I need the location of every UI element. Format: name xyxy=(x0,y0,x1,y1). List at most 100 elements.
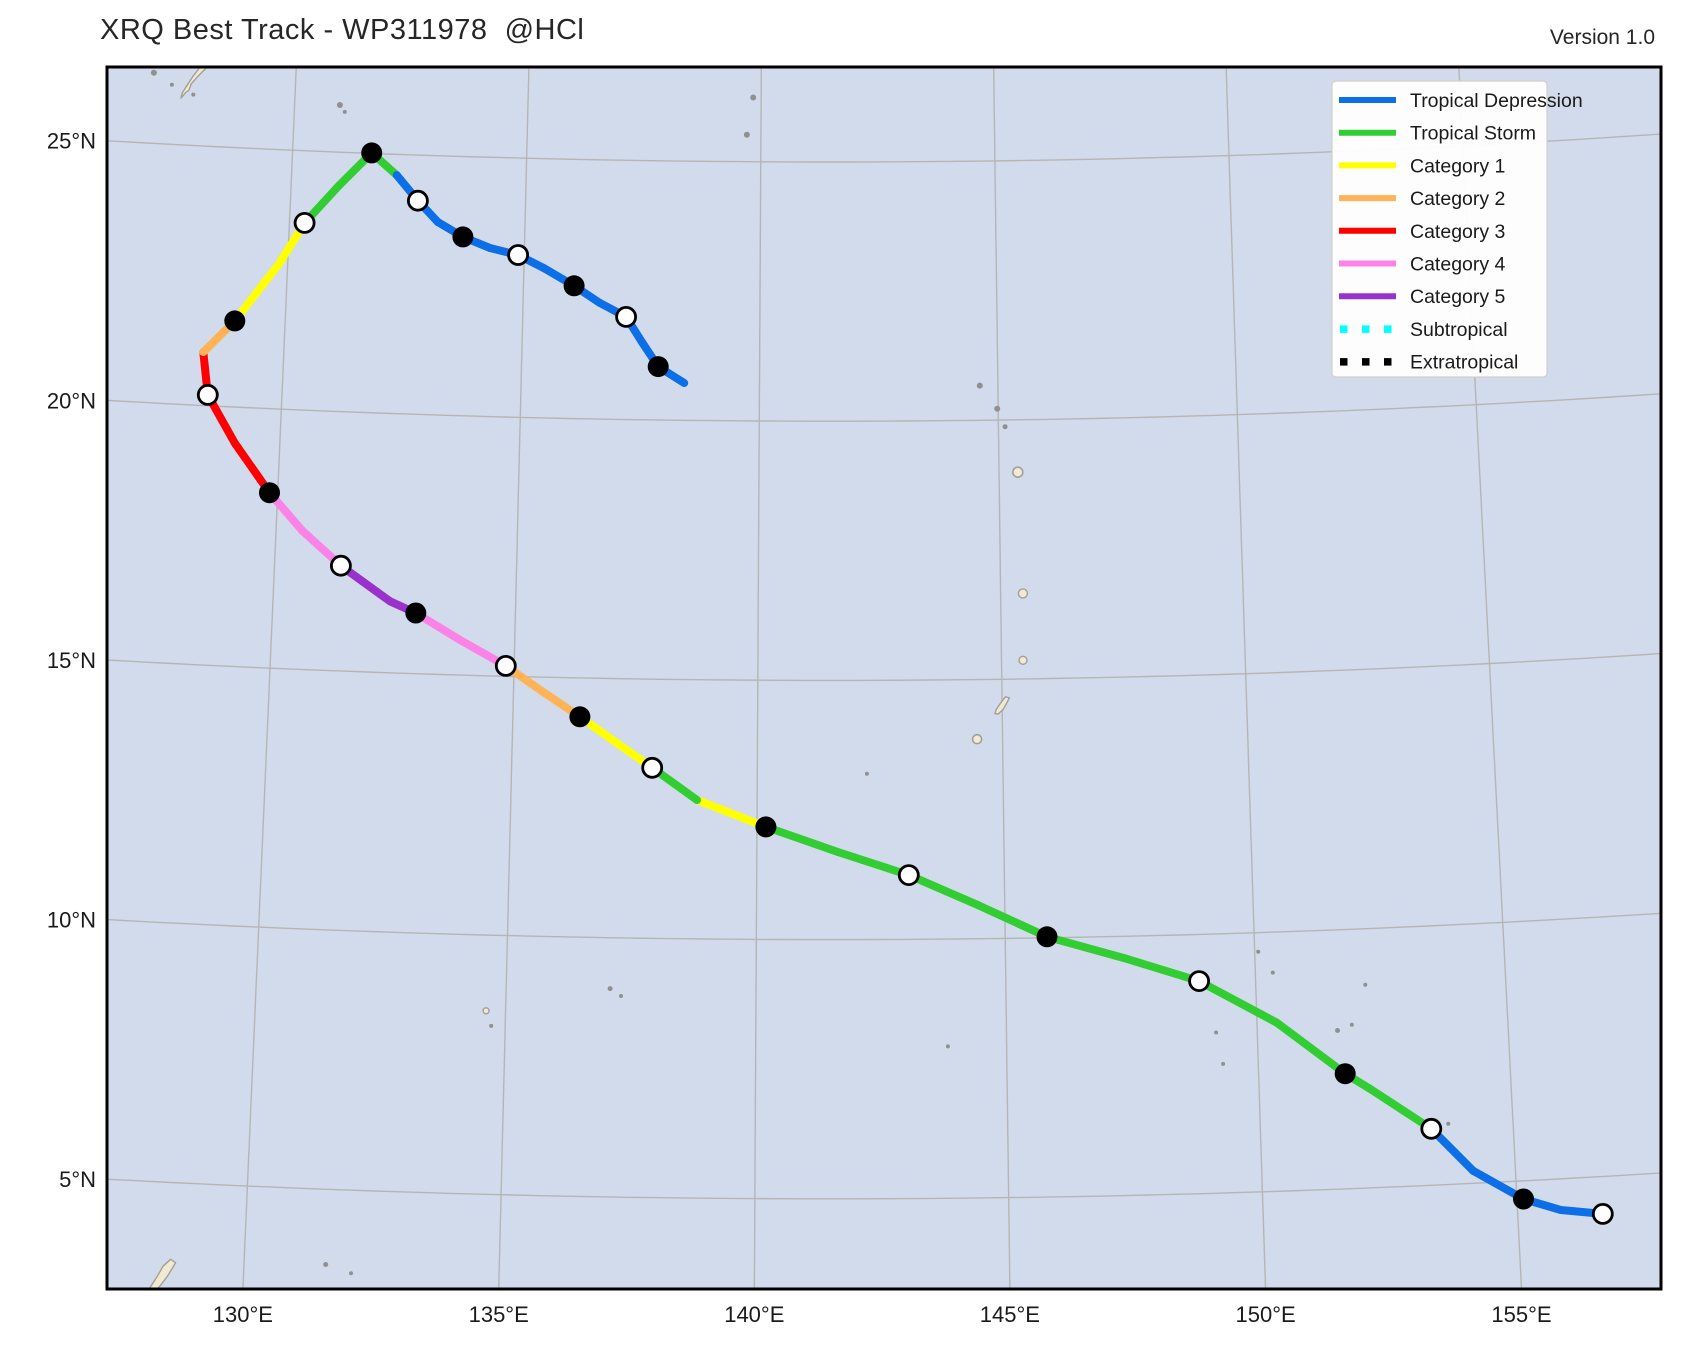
islet-dot xyxy=(349,1271,353,1276)
legend-entry-ex: Extratropical xyxy=(1340,352,1518,374)
plot-frame xyxy=(105,65,1663,1291)
legend-label: Category 2 xyxy=(1410,188,1505,210)
island-nw-large-island xyxy=(180,67,209,99)
legend-label: Tropical Depression xyxy=(1410,90,1583,112)
track-segment-TS xyxy=(974,901,1051,941)
legend-label: Extratropical xyxy=(1410,352,1518,374)
islet-dot xyxy=(864,771,869,776)
page-title: XRQ Best Track - WP311978 @HCl xyxy=(100,14,585,46)
islet-dot xyxy=(323,1262,329,1267)
y-axis-tick-labels: 25°N 20°N 15°N 10°N 5°N xyxy=(47,129,96,1192)
islet-dot xyxy=(336,102,343,108)
islet-dot xyxy=(1214,1030,1219,1035)
track-segment-C1 xyxy=(230,258,284,325)
islet-dot xyxy=(1256,949,1261,954)
islet-land xyxy=(1018,655,1028,665)
legend-dotted-sample xyxy=(1384,325,1392,333)
legend-label: Subtropical xyxy=(1410,319,1508,341)
islet-dot xyxy=(150,69,157,76)
islet-ring xyxy=(1011,466,1024,479)
island-sw-corner-island xyxy=(148,1258,177,1289)
track-point-marker-filled xyxy=(755,816,777,838)
islet-dot xyxy=(1270,970,1275,975)
islet-ring xyxy=(971,733,983,745)
track-segment-TS xyxy=(1273,1018,1350,1078)
legend-entry-ts: Tropical Storm xyxy=(1339,123,1536,145)
islet-dot xyxy=(342,109,347,114)
track-point-marker-open xyxy=(641,756,664,779)
track-point-marker-filled xyxy=(405,602,427,624)
islet-dot xyxy=(750,94,757,101)
track-point-marker-open xyxy=(1420,1117,1443,1140)
legend-label: Category 1 xyxy=(1410,155,1505,177)
legend-entry-c2: Category 2 xyxy=(1339,188,1505,210)
x-tick-label: 140°E xyxy=(724,1302,784,1327)
legend-dotted-sample xyxy=(1362,325,1370,333)
islet-land xyxy=(1017,588,1029,599)
legend-label: Category 4 xyxy=(1410,254,1506,276)
legend-label: Category 5 xyxy=(1410,286,1506,308)
islet-dot xyxy=(619,994,623,998)
track-point-marker-open xyxy=(406,189,429,212)
islet-dot xyxy=(1335,1028,1340,1033)
islet-dot xyxy=(489,1023,494,1028)
track-segment-TS xyxy=(1043,932,1129,963)
islet-dot xyxy=(1363,982,1368,987)
island-central-island xyxy=(994,696,1011,715)
legend-entry-c5: Category 5 xyxy=(1339,286,1506,308)
track-point-marker-open xyxy=(494,655,517,677)
version-label: Version 1.0 xyxy=(1549,26,1655,49)
legend-label: Tropical Storm xyxy=(1410,123,1536,145)
islet-dot xyxy=(607,986,613,992)
parallel-gridline xyxy=(107,652,1661,682)
track-point-marker-open xyxy=(1591,1203,1614,1225)
track-point-marker-filled xyxy=(452,226,474,248)
parallel-gridline xyxy=(107,1172,1661,1200)
legend-entry-c4: Category 4 xyxy=(1339,254,1506,276)
islet-dot xyxy=(994,405,1001,412)
islet-dot xyxy=(945,1044,950,1049)
track-point-marker-open xyxy=(897,864,920,886)
legend-dotted-sample xyxy=(1362,358,1370,366)
track-segment-C1 xyxy=(693,796,770,831)
track-point-marker-filled xyxy=(563,275,585,297)
track-point-marker-filled xyxy=(1036,926,1058,948)
legend-box xyxy=(1331,80,1548,378)
x-tick-label: 155°E xyxy=(1491,1302,1551,1327)
track-point-marker-open xyxy=(507,244,529,266)
legend: Tropical Depression Tropical Storm Categor… xyxy=(1331,80,1583,378)
legend-label: Category 3 xyxy=(1410,221,1505,243)
land-features xyxy=(148,67,1451,1289)
parallel-gridline xyxy=(107,393,1661,422)
x-tick-label: 145°E xyxy=(980,1302,1040,1327)
track-point-markers xyxy=(196,142,1614,1225)
x-axis-tick-labels: 130°E 135°E 140°E 145°E 150°E 155°E xyxy=(213,1302,1552,1327)
y-tick-label: 25°N xyxy=(47,129,96,154)
legend-dotted-sample xyxy=(1340,325,1348,333)
legend-dotted-sample xyxy=(1384,358,1392,366)
track-point-marker-filled xyxy=(1513,1188,1534,1210)
track-point-marker-open xyxy=(615,305,637,328)
islet-dot xyxy=(743,131,750,138)
track-point-marker-open xyxy=(1188,970,1210,992)
x-tick-label: 150°E xyxy=(1236,1302,1296,1327)
legend-entry-ss: Subtropical xyxy=(1340,319,1508,341)
track-point-marker-filled xyxy=(647,356,669,378)
x-tick-label: 135°E xyxy=(469,1302,529,1327)
track-point-marker-filled xyxy=(259,482,280,504)
track-segment-TS xyxy=(1195,977,1281,1027)
track-point-marker-open xyxy=(329,554,352,577)
track-point-marker-open xyxy=(196,383,219,406)
y-tick-label: 20°N xyxy=(47,388,96,413)
islet-dot xyxy=(976,382,983,389)
y-tick-label: 15°N xyxy=(47,648,96,673)
track-segment-TS xyxy=(761,822,842,856)
track-point-marker-filled xyxy=(361,142,383,164)
islet-dot xyxy=(1446,1121,1451,1126)
track-point-marker-filled xyxy=(569,706,591,728)
legend-entry-c1: Category 1 xyxy=(1339,155,1505,177)
x-tick-label: 130°E xyxy=(213,1302,273,1327)
